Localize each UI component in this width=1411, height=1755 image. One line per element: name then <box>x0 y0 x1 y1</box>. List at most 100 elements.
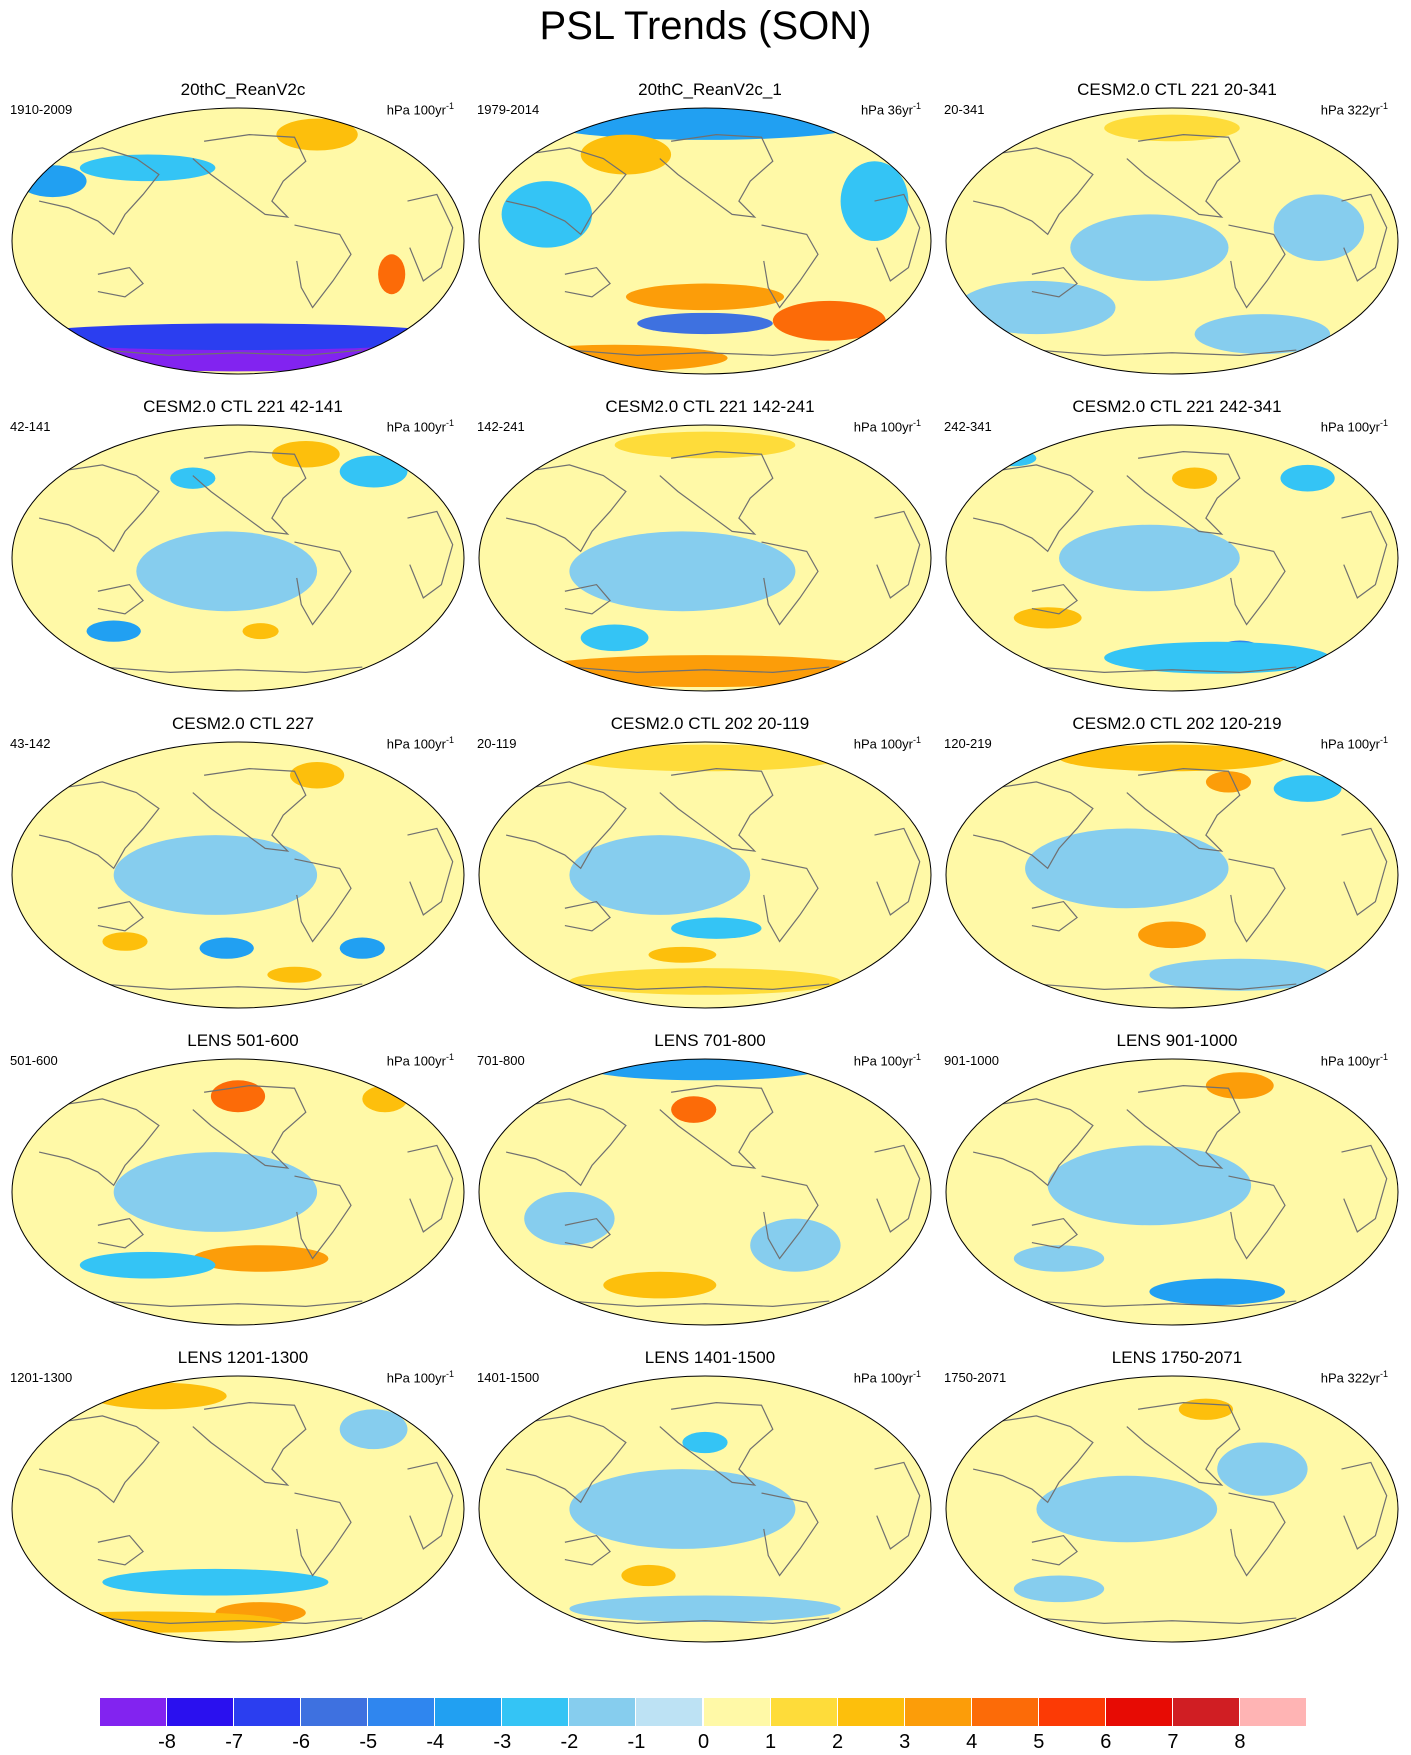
trend-contour <box>276 118 358 151</box>
coastline <box>1126 1084 1241 1169</box>
coastline <box>761 858 819 943</box>
units-label: hPa 36yr <box>860 102 913 118</box>
coastline <box>761 1492 819 1577</box>
panel-title: CESM2.0 CTL 202 20-119 <box>610 714 810 733</box>
coastline <box>97 1534 144 1566</box>
trend-contour <box>501 344 728 372</box>
units-label: hPa 322yr <box>1320 1370 1380 1386</box>
colorbar-swatch <box>301 1698 368 1726</box>
map-panel: 20thC_ReanV2c_1 1979-2014 hPa 36yr-1 <box>467 80 933 380</box>
trend-contour <box>1025 828 1229 909</box>
trend-contour <box>1352 1092 1398 1119</box>
trend-contour <box>671 1096 717 1123</box>
trend-contour <box>86 620 141 642</box>
colorbar-swatch <box>904 1698 971 1726</box>
panel-units: hPa 322yr-1 <box>1321 1366 1388 1386</box>
colorbar-swatch <box>502 1698 569 1726</box>
trend-contour <box>267 966 322 983</box>
coastline <box>874 1144 921 1233</box>
panel-period: 1201-1300 <box>10 1370 73 1385</box>
trend-contour <box>339 937 385 959</box>
trend-contour <box>1013 607 1082 629</box>
colorbar-tick-label: 3 <box>899 1731 911 1753</box>
trend-contour <box>1205 771 1252 793</box>
colorbar-tick-label: -2 <box>560 1731 579 1753</box>
projection-map <box>945 1058 1399 1326</box>
trend-contour <box>79 154 216 182</box>
panel-period: 1910-2009 <box>10 102 73 117</box>
coastline <box>1341 510 1388 599</box>
panel-title: LENS 901-1000 <box>1116 1031 1238 1050</box>
trend-contour <box>91 1382 227 1410</box>
units-exponent: -1 <box>445 1052 454 1062</box>
units-label: hPa 322yr <box>1320 102 1380 118</box>
coastline <box>1031 583 1078 615</box>
coastline <box>407 1461 454 1550</box>
map-panel: LENS 901-1000 901-1000 hPa 100yr-1 <box>934 1031 1400 1331</box>
colorbar-tick-label: -1 <box>627 1731 646 1753</box>
coastline <box>1126 133 1241 218</box>
map-border <box>478 1058 932 1326</box>
coastline <box>102 1617 363 1624</box>
panel-period: 120-219 <box>944 736 992 751</box>
trend-contour <box>1194 314 1331 355</box>
coastline <box>192 133 307 218</box>
panel-period: 20-341 <box>944 102 985 117</box>
projection-map <box>478 1375 932 1643</box>
coastline <box>874 510 921 599</box>
trend-contour <box>1205 1072 1274 1099</box>
projection-map <box>11 424 465 692</box>
trend-contour <box>102 932 148 951</box>
colorbar-tick-label: 4 <box>966 1731 978 1753</box>
panel-period: 1401-1500 <box>477 1370 540 1385</box>
trend-contour <box>569 968 841 995</box>
colorbar-tick-label: -5 <box>359 1731 378 1753</box>
map-border <box>945 741 1399 1009</box>
panel-title: LENS 501-600 <box>187 1031 299 1050</box>
trend-contour <box>1280 464 1335 492</box>
coastline <box>192 1401 307 1486</box>
coastline <box>1036 1300 1297 1307</box>
panel-title: CESM2.0 CTL 221 42-141 <box>143 397 343 416</box>
panel-title: LENS 1750-2071 <box>1111 1348 1243 1367</box>
colorbar-swatch <box>100 1698 167 1726</box>
projection-map <box>11 1375 465 1643</box>
coastline <box>102 349 363 356</box>
projection-map <box>11 107 465 375</box>
colorbar-swatch <box>770 1698 837 1726</box>
map-panel: LENS 501-600 501-600 hPa 100yr-1 <box>0 1031 466 1331</box>
panel-units: hPa 100yr-1 <box>387 98 454 118</box>
panel-title: CESM2.0 CTL 221 20-341 <box>1077 80 1277 99</box>
coastline <box>22 1098 160 1187</box>
projection-map <box>945 107 1399 375</box>
colorbar-tick-label: -4 <box>426 1731 445 1753</box>
trend-contour <box>289 761 345 789</box>
units-label: hPa 100yr <box>386 102 446 118</box>
coastline <box>569 1300 830 1307</box>
units-label: hPa 100yr <box>853 1053 913 1069</box>
map-border <box>478 424 932 692</box>
panel-units: hPa 100yr-1 <box>387 1049 454 1069</box>
coastline <box>874 193 921 282</box>
trend-contour <box>362 1085 408 1113</box>
projection-map <box>945 424 1399 692</box>
panel-units: hPa 322yr-1 <box>1321 98 1388 118</box>
trend-contour <box>991 450 1037 467</box>
trend-contour <box>682 1431 728 1454</box>
coastline <box>1031 900 1078 932</box>
colorbar-swatch <box>435 1698 502 1726</box>
panel-title: LENS 1201-1300 <box>177 1348 309 1367</box>
trend-contour <box>614 431 796 459</box>
map-border <box>945 1058 1399 1326</box>
panel-units: hPa 36yr-1 <box>861 98 921 118</box>
units-label: hPa 100yr <box>853 419 913 435</box>
units-exponent: -1 <box>1379 1369 1388 1379</box>
colorbar-tick-label: -8 <box>158 1731 176 1753</box>
coastline <box>97 583 144 615</box>
coastline <box>1341 1144 1388 1233</box>
coastline <box>294 1175 352 1260</box>
panel-title: LENS 701-800 <box>654 1031 766 1050</box>
panel-period: 43-142 <box>10 736 51 751</box>
units-exponent: -1 <box>912 735 921 745</box>
coastline <box>564 1534 611 1566</box>
